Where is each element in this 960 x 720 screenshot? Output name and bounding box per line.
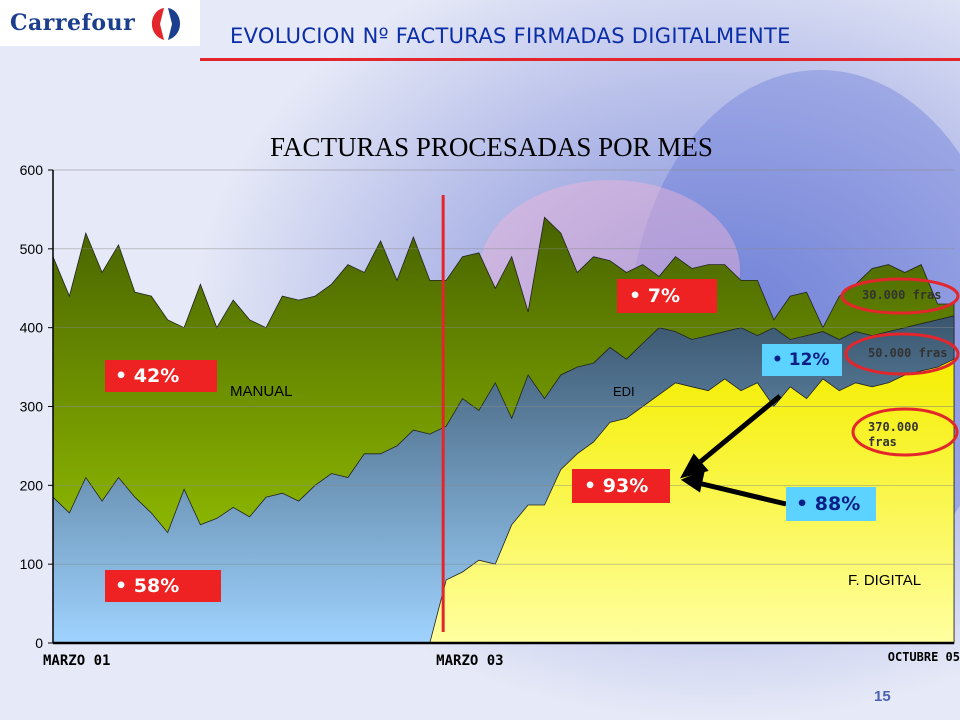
callout-370k-line1: 370.000: [868, 420, 919, 434]
callout-ellipse-50k: [844, 332, 960, 376]
y-tick-label-200: 200: [20, 477, 44, 493]
pct-manual-before-value: 42%: [133, 365, 180, 387]
pct-manual-before: • 42%: [105, 360, 217, 392]
pct-93: • 93%: [572, 469, 670, 503]
y-tick-label-400: 400: [20, 320, 44, 336]
pct-12: • 12%: [762, 344, 842, 376]
pct-edi-before-value: 58%: [133, 575, 180, 597]
pct-manual-after: • 7%: [617, 279, 717, 313]
y-tick-label-600: 600: [20, 162, 44, 178]
arrow-88-shaft: [693, 479, 787, 507]
callout-370k-line2: fras: [868, 435, 897, 449]
arrow-12-head: [680, 453, 709, 479]
series-label-digital: F. DIGITAL: [848, 572, 921, 589]
callout-370k: 370.000 fras: [868, 420, 919, 450]
callout-ellipse-30k: [840, 277, 960, 315]
series-label-edi: EDI: [613, 384, 635, 399]
carrefour-mark-icon: [151, 8, 181, 40]
x-axis-label-2: OCTUBRE 05: [888, 650, 960, 664]
x-axis-label-1: MARZO 03: [436, 653, 503, 669]
logo-wordmark: Carrefour: [10, 10, 136, 36]
pct-88-value: 88%: [814, 493, 861, 515]
callout-ellipse-370k: [851, 407, 959, 457]
pct-88: • 88%: [786, 487, 876, 521]
pct-edi-before: • 58%: [105, 570, 221, 602]
y-tick-label-500: 500: [20, 241, 44, 257]
callout-30k: 30.000 fras: [862, 288, 942, 302]
arrow-12-shaft: [686, 394, 782, 474]
page-title: EVOLUCION Nº FACTURAS FIRMADAS DIGITALME…: [230, 24, 791, 48]
title-underline: [200, 58, 960, 61]
x-axis-label-0: MARZO 01: [43, 653, 110, 669]
arrow-88-head: [680, 469, 706, 493]
brand-logo: Carrefour: [0, 0, 200, 46]
chart-title: FACTURAS PROCESADAS POR MES: [270, 132, 713, 162]
pct-12-value: 12%: [788, 350, 830, 370]
page-number: 15: [874, 688, 891, 705]
callout-50k: 50.000 fras: [868, 346, 948, 360]
y-tick-label-100: 100: [20, 556, 44, 572]
series-label-manual: MANUAL: [230, 383, 293, 400]
pct-93-value: 93%: [602, 475, 649, 497]
y-tick-label-300: 300: [20, 399, 44, 415]
pct-manual-after-value: 7%: [647, 285, 681, 307]
y-tick-label-0: 0: [35, 635, 43, 651]
